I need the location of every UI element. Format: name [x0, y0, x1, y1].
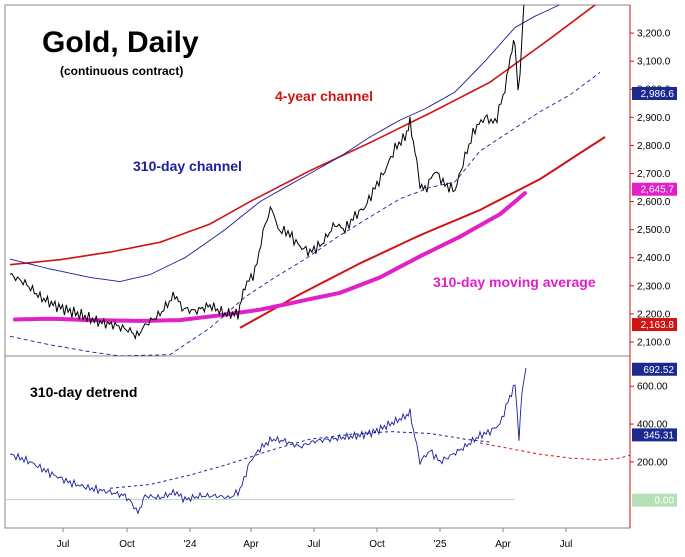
price-ytick-label: 2,700.0: [637, 169, 671, 180]
price-ytick-label: 2,300.0: [637, 281, 671, 292]
value-tag-label: 2,645.7: [641, 185, 675, 196]
series-4yr-channel-lower: [239, 136, 606, 329]
xtick-label: Jul: [560, 539, 573, 550]
value-tag-bg: [632, 182, 677, 196]
xtick-label: Oct: [369, 539, 385, 550]
price-ytick-label: 2,600.0: [637, 197, 671, 208]
x-axis-ticks: Jul Oct '24 Apr Jul Oct '25 Apr Jul: [57, 528, 573, 550]
xtick-label: '24: [183, 539, 196, 550]
price-series-layer: [9, 5, 606, 356]
value-tag-label: 692.52: [643, 365, 674, 376]
annotation-4-year-channel: 4-year channel: [275, 88, 373, 104]
annotation-310-day-moving-average: 310-day moving average: [433, 274, 596, 290]
xtick-label: Apr: [243, 539, 259, 550]
price-ytick-label: 2,400.0: [637, 253, 671, 264]
price-ytick-label: 2,500.0: [637, 225, 671, 236]
value-tag-label: 345.31: [643, 430, 674, 441]
series-310-channel-upper: [9, 5, 561, 283]
value-tag-bg: [632, 428, 677, 442]
detrend-ytick-label: 200.00: [637, 457, 668, 468]
value-tag-bg: [632, 493, 677, 507]
detrend-panel-title: 310-day detrend: [30, 384, 137, 400]
series-detrend: [9, 367, 527, 515]
value-tag-label: 0.00: [655, 496, 675, 507]
series-detrend-smoothed: [109, 431, 491, 489]
price-ytick-label: 2,800.0: [637, 141, 671, 152]
xtick-label: '25: [433, 539, 446, 550]
xtick-label: Jul: [57, 539, 70, 550]
price-ytick-label: 2,200.0: [637, 309, 671, 320]
value-tag-label: 2,986.6: [641, 89, 675, 100]
chart-subtitle: (continuous contract): [60, 64, 183, 78]
series-gold-price: [9, 5, 525, 340]
xtick-label: Oct: [119, 539, 135, 550]
xtick-label: Apr: [495, 539, 511, 550]
price-ytick-label: 3,200.0: [637, 29, 671, 40]
xtick-label: Jul: [308, 539, 321, 550]
series-4yr-channel-upper: [9, 5, 597, 266]
price-ytick-label: 2,100.0: [637, 337, 671, 348]
value-tag-label: 2,163.8: [641, 320, 675, 331]
price-ytick-label: 2,900.0: [637, 113, 671, 124]
series-310-channel-lower: [9, 72, 601, 356]
value-tag-bg: [632, 362, 677, 376]
series-detrend-forecast: [479, 442, 630, 461]
annotation-310-day-channel: 310-day channel: [133, 158, 242, 174]
value-tag-bg: [632, 87, 677, 101]
chart-title: Gold, Daily: [42, 26, 199, 59]
detrend-ytick-label: 400.00: [637, 420, 668, 431]
price-ytick-label: 3,100.0: [637, 57, 671, 68]
value-tags: 2,986.6 2,645.7 2,163.8 692.52 345.31 0.00: [632, 87, 677, 507]
value-tag-bg: [632, 318, 677, 332]
detrend-ytick-label: 600.00: [637, 382, 668, 393]
detrend-series-layer: [5, 367, 630, 515]
